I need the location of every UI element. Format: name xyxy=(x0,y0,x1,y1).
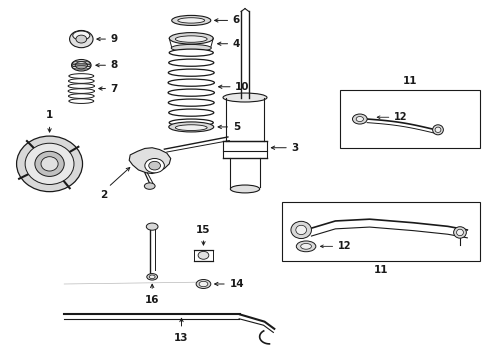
Text: 11: 11 xyxy=(403,76,417,86)
Text: 8: 8 xyxy=(111,60,118,70)
Text: 2: 2 xyxy=(99,190,107,200)
Ellipse shape xyxy=(172,15,211,26)
Text: 12: 12 xyxy=(338,241,351,251)
Text: 12: 12 xyxy=(394,112,408,122)
Ellipse shape xyxy=(352,114,367,124)
Ellipse shape xyxy=(17,136,82,192)
Ellipse shape xyxy=(230,185,260,193)
Ellipse shape xyxy=(454,227,466,238)
Ellipse shape xyxy=(168,79,215,86)
Ellipse shape xyxy=(147,223,158,230)
Ellipse shape xyxy=(175,125,207,131)
Ellipse shape xyxy=(169,59,214,66)
Ellipse shape xyxy=(69,99,94,103)
Ellipse shape xyxy=(145,158,164,173)
Ellipse shape xyxy=(149,275,155,279)
Text: 13: 13 xyxy=(174,333,189,343)
Text: 7: 7 xyxy=(111,84,118,94)
Ellipse shape xyxy=(68,84,95,88)
Ellipse shape xyxy=(76,35,87,43)
Ellipse shape xyxy=(25,143,74,184)
Ellipse shape xyxy=(169,122,214,132)
Ellipse shape xyxy=(69,94,94,98)
Ellipse shape xyxy=(68,89,95,93)
Text: 3: 3 xyxy=(292,143,299,153)
Ellipse shape xyxy=(175,36,207,42)
Text: 9: 9 xyxy=(111,34,118,44)
Ellipse shape xyxy=(169,33,213,44)
Ellipse shape xyxy=(435,127,441,132)
Ellipse shape xyxy=(433,125,443,135)
Ellipse shape xyxy=(457,229,464,236)
Text: 5: 5 xyxy=(233,122,240,132)
Ellipse shape xyxy=(168,69,214,76)
Ellipse shape xyxy=(198,251,209,259)
Ellipse shape xyxy=(169,119,213,126)
Ellipse shape xyxy=(168,99,214,106)
Ellipse shape xyxy=(35,151,64,176)
Ellipse shape xyxy=(199,281,208,287)
Text: 15: 15 xyxy=(196,225,211,234)
Text: 14: 14 xyxy=(229,279,244,289)
Polygon shape xyxy=(129,148,171,174)
Text: 1: 1 xyxy=(46,110,53,120)
Ellipse shape xyxy=(149,161,160,170)
Ellipse shape xyxy=(169,49,213,56)
Ellipse shape xyxy=(69,74,94,78)
Ellipse shape xyxy=(41,157,58,171)
Ellipse shape xyxy=(147,274,158,280)
Bar xyxy=(340,90,480,148)
Ellipse shape xyxy=(169,109,214,116)
Text: 16: 16 xyxy=(145,296,159,306)
Ellipse shape xyxy=(69,79,94,84)
Bar xyxy=(282,202,480,261)
Ellipse shape xyxy=(73,31,90,40)
Ellipse shape xyxy=(301,243,312,249)
Text: 6: 6 xyxy=(233,15,240,26)
Ellipse shape xyxy=(296,225,307,235)
Ellipse shape xyxy=(72,59,91,71)
Ellipse shape xyxy=(356,117,364,122)
Ellipse shape xyxy=(178,18,205,23)
Ellipse shape xyxy=(223,93,267,102)
Ellipse shape xyxy=(168,89,215,96)
Text: 11: 11 xyxy=(373,265,388,275)
Ellipse shape xyxy=(291,221,312,239)
Text: 10: 10 xyxy=(235,82,250,92)
Ellipse shape xyxy=(296,241,316,252)
Ellipse shape xyxy=(171,44,211,51)
Ellipse shape xyxy=(75,62,87,69)
Ellipse shape xyxy=(70,31,93,48)
Ellipse shape xyxy=(196,279,211,288)
Ellipse shape xyxy=(145,183,155,189)
Text: 4: 4 xyxy=(233,39,240,49)
